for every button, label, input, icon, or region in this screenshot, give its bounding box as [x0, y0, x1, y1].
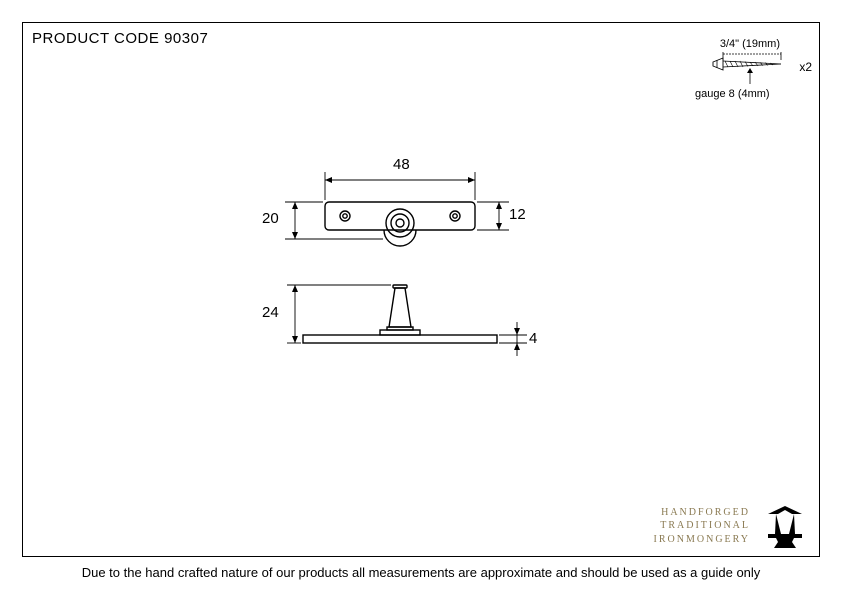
- brand-line3: IRONMONGERY: [654, 533, 750, 547]
- brand-line1: HANDFORGED: [654, 506, 750, 520]
- brand-line2: TRADITIONAL: [654, 519, 750, 533]
- screw-spec: 3/4" (19mm) x2 gauge 8 (4mm): [695, 40, 810, 90]
- footnote-text: Due to the hand crafted nature of our pr…: [0, 565, 842, 580]
- dim-height-12: 12: [509, 206, 526, 223]
- drawing-svg: [265, 160, 585, 400]
- screw-gauge-label: gauge 8 (4mm): [695, 88, 770, 100]
- product-code-header: PRODUCT CODE 90307: [32, 30, 208, 47]
- screw-quantity-label: x2: [799, 60, 812, 74]
- dim-width-48: 48: [393, 156, 410, 173]
- dim-height-24: 24: [262, 304, 279, 321]
- technical-drawing: 48 20 12 24 4: [265, 160, 585, 400]
- brand-anvil-logo-icon: [762, 504, 808, 550]
- product-code-value: 90307: [164, 30, 208, 47]
- brand-text: HANDFORGED TRADITIONAL IRONMONGERY: [654, 506, 750, 547]
- dim-thickness-4: 4: [529, 330, 537, 347]
- screw-length-label: 3/4" (19mm): [720, 38, 780, 50]
- product-code-label: PRODUCT CODE: [32, 30, 159, 47]
- dim-height-20: 20: [262, 210, 279, 227]
